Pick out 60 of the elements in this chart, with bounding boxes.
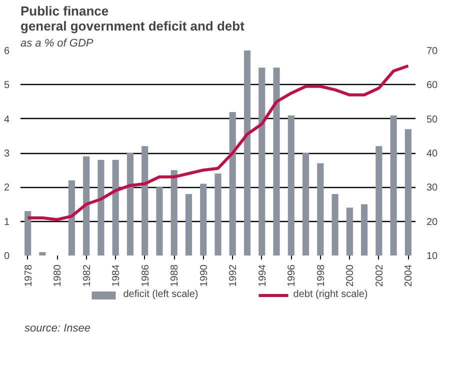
bar [142, 146, 148, 256]
y2-tick-label: 30 [426, 182, 438, 194]
x-tick-label: 1980 [52, 264, 64, 287]
x-tick-label: 1978 [23, 264, 34, 287]
y2-tick-label: 60 [426, 80, 438, 92]
bar [332, 194, 338, 256]
bar [200, 184, 207, 256]
y-tick-label: 1 [4, 216, 10, 228]
x-tick-label: 1994 [257, 264, 268, 287]
bar [273, 68, 280, 256]
bar [68, 180, 75, 256]
x-tick-label: 2004 [404, 264, 415, 287]
bar [126, 153, 134, 256]
bar [317, 163, 324, 256]
x-tick-label: 1990 [198, 264, 210, 287]
bar [98, 160, 104, 256]
bar [376, 146, 382, 256]
bar [156, 187, 163, 256]
y-tick-label: 2 [4, 182, 10, 194]
y2-tick-label: 40 [426, 148, 438, 160]
source-note: source: Insee [24, 322, 91, 334]
y2-tick-label: 20 [426, 216, 438, 228]
y2-tick-label: 70 [426, 46, 438, 57]
bar [244, 50, 251, 256]
y-tick-label: 5 [4, 80, 10, 92]
bar [302, 153, 310, 256]
bar [83, 156, 90, 256]
x-tick-label: 2000 [345, 264, 356, 287]
chart-title: Public finance general government deficit and debt [20, 4, 246, 34]
chart-subtitle: as a % of GDP [20, 38, 94, 50]
bar [361, 204, 368, 256]
bar [112, 160, 119, 256]
bar [39, 252, 46, 256]
bar [185, 194, 192, 256]
x-tick-label: 1982 [82, 264, 93, 287]
x-tick-label: 1996 [286, 264, 298, 287]
y-tick-label: 3 [4, 148, 10, 160]
bar [346, 208, 353, 256]
y2-tick-label: 10 [426, 251, 438, 262]
x-tick-label: 1998 [316, 264, 327, 287]
bar [288, 115, 294, 256]
bar [390, 115, 397, 256]
x-tick-label: 2002 [374, 264, 386, 287]
x-tick-label: 1988 [170, 264, 181, 287]
bar [24, 211, 32, 256]
y-tick-label: 6 [4, 46, 10, 57]
line-series [26, 64, 410, 222]
x-tick-label: 1984 [111, 264, 122, 287]
x-tick-label: 1992 [228, 264, 240, 287]
bar [404, 129, 412, 256]
bar [258, 68, 266, 256]
y-tick-label: 0 [4, 251, 10, 262]
legend-label: deficit (left scale) [123, 289, 198, 300]
bar [170, 170, 178, 256]
y2-tick-label: 50 [426, 114, 438, 126]
bar [229, 112, 236, 256]
x-tick-label: 1986 [140, 264, 152, 287]
legend-label: debt (right scale) [293, 289, 368, 300]
bar [214, 174, 222, 256]
y-tick-label: 4 [4, 114, 10, 126]
